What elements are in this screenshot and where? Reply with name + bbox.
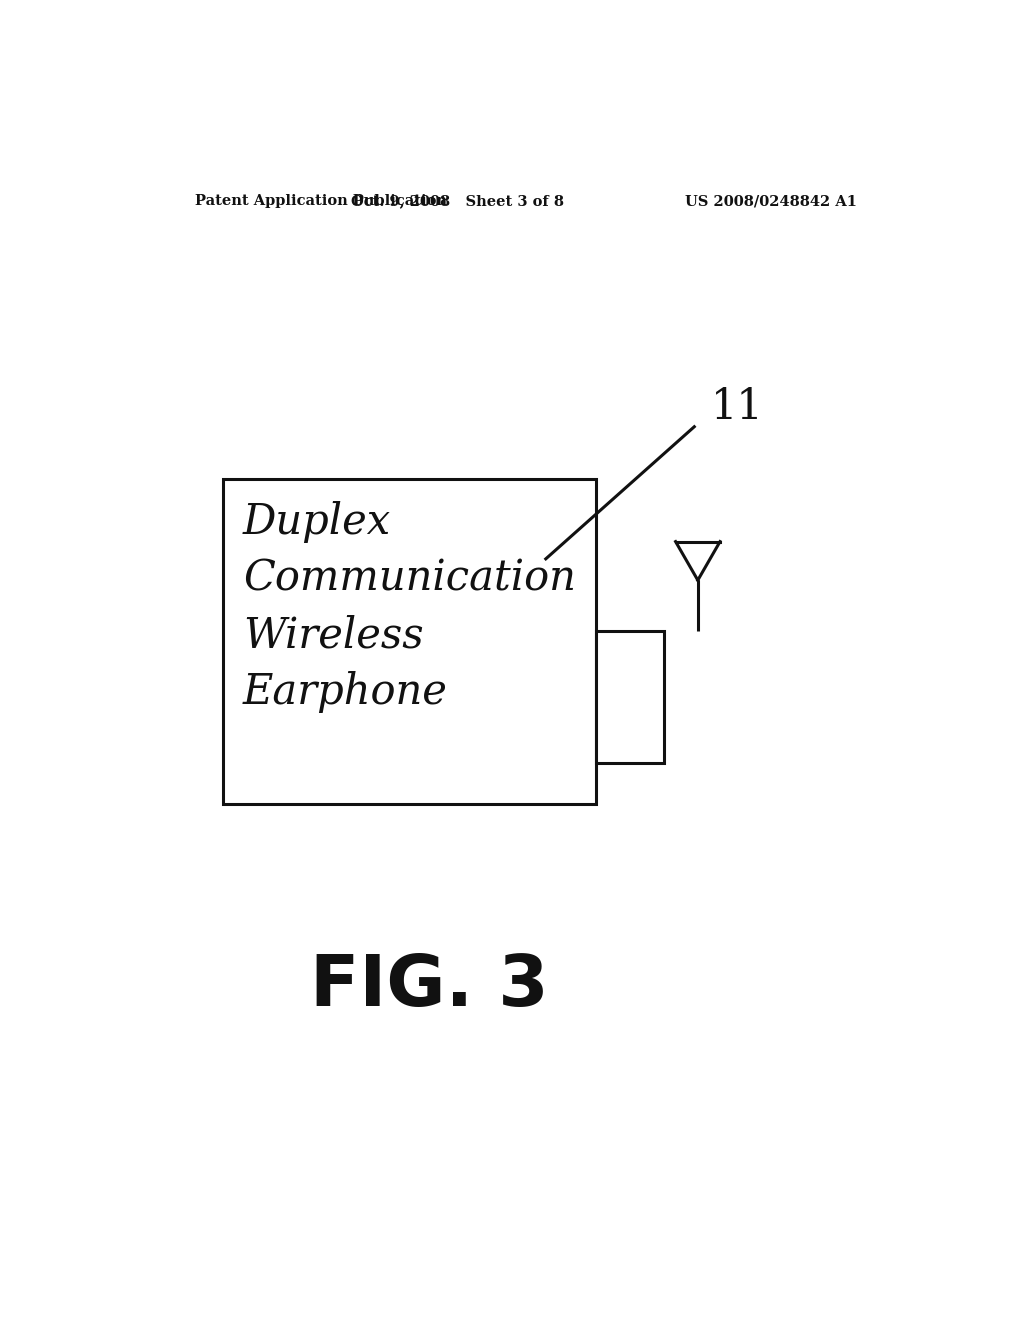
Bar (223, 479, 596, 804)
Text: Patent Application Publication: Patent Application Publication (196, 194, 447, 209)
Bar (596, 631, 664, 763)
Text: US 2008/0248842 A1: US 2008/0248842 A1 (685, 194, 857, 209)
Text: Oct. 9, 2008   Sheet 3 of 8: Oct. 9, 2008 Sheet 3 of 8 (351, 194, 564, 209)
Text: Duplex
Communication
Wireless
Earphone: Duplex Communication Wireless Earphone (243, 500, 575, 714)
Text: FIG. 3: FIG. 3 (310, 952, 549, 1022)
Text: 11: 11 (712, 387, 764, 429)
